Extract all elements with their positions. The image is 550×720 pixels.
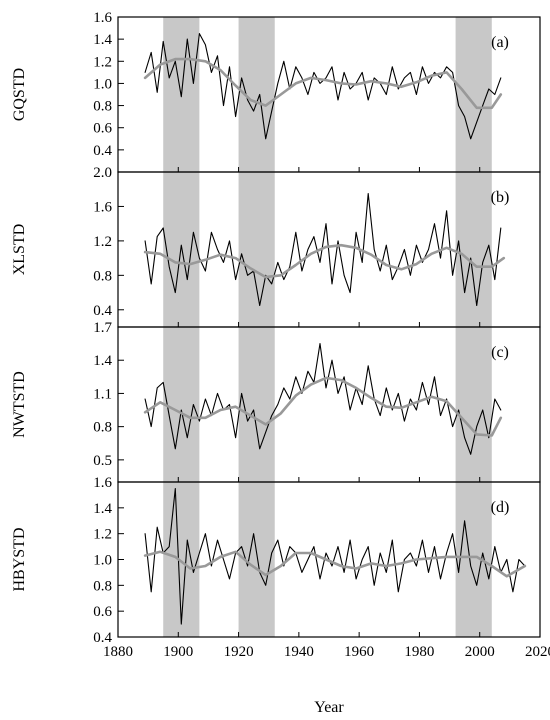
panel-3-ytick-label-4: 1.4 xyxy=(93,353,112,369)
panel-4-letter: (d) xyxy=(491,499,510,516)
xtick-label-3: 1920 xyxy=(224,644,254,660)
panel-4-ytick-label-3: 0.8 xyxy=(93,578,112,594)
panel-3-ytick-label-1: 0.5 xyxy=(93,453,112,469)
x-axis-title: Year xyxy=(314,699,344,716)
panel-2-smooth-line xyxy=(143,243,506,279)
panel-4-ytick-label-2: 0.6 xyxy=(93,604,112,620)
panel-3-smooth-line xyxy=(143,376,503,437)
panel-2-ylabel: XLSTD xyxy=(11,224,28,276)
panel-1-smooth-line xyxy=(143,57,503,110)
panel-3-ytick-label-3: 1.1 xyxy=(93,386,112,402)
panel-1-letter: (a) xyxy=(491,34,509,51)
panel-2-ytick-label-5: 2.0 xyxy=(93,165,112,181)
panel-2-ytick-label-2: 0.8 xyxy=(93,268,112,284)
series-lines xyxy=(143,33,527,625)
panel-2-ytick-label-4: 1.6 xyxy=(93,199,112,215)
labels: Year 0.4 0.6 0.8 1.0 1.2 1.4 1.6 GQSTD (a) 0.4 0.8… xyxy=(11,10,550,716)
panel-1-ytick-label-4: 1.0 xyxy=(93,76,112,92)
panel-3-ylabel: NWTSTD xyxy=(11,371,28,438)
panel-4-ytick-label-5: 1.2 xyxy=(93,527,112,543)
xtick-label-7: 2000 xyxy=(465,644,495,660)
panel-3-ytick-label-5: 1.7 xyxy=(93,320,112,336)
panel-3-ytick-label-2: 0.8 xyxy=(93,420,112,436)
panel-4-ytick-label-1: 0.4 xyxy=(93,630,112,646)
xtick-label-2: 1900 xyxy=(163,644,193,660)
panel-1-ylabel: GQSTD xyxy=(11,68,28,121)
panel-2-ytick-label-1: 0.4 xyxy=(93,303,112,319)
xtick-label-4: 1940 xyxy=(284,644,314,660)
panel-1-ytick-label-1: 0.4 xyxy=(93,143,112,159)
panel-2-ytick-label-3: 1.2 xyxy=(93,234,112,250)
xtick-label-8: 2020 xyxy=(525,644,550,660)
panel-1-ytick-label-6: 1.4 xyxy=(93,32,112,48)
panel-3-letter: (c) xyxy=(491,344,509,361)
xtick-label-6: 1980 xyxy=(404,644,434,660)
xtick-label-1: 1880 xyxy=(103,644,133,660)
panel-2-letter: (b) xyxy=(491,189,510,206)
axes xyxy=(117,16,541,638)
panel-4-ytick-label-4: 1.0 xyxy=(93,553,112,569)
panel-1-ytick-label-5: 1.2 xyxy=(93,54,112,70)
panel-1-ytick-label-3: 0.8 xyxy=(93,99,112,115)
panel-4-raw-line xyxy=(144,487,526,625)
panel-4-smooth-line xyxy=(143,550,527,578)
panel-1-ytick-label-7: 1.6 xyxy=(93,10,112,26)
panel-3-raw-line xyxy=(144,343,502,455)
panel-4-ylabel: HBYSTD xyxy=(11,527,28,591)
panel-4-ytick-label-7: 1.6 xyxy=(93,475,112,491)
xtick-label-5: 1960 xyxy=(344,644,374,660)
panel-4-ytick-label-6: 1.4 xyxy=(93,501,112,517)
panel-1-ytick-label-2: 0.6 xyxy=(93,121,112,137)
